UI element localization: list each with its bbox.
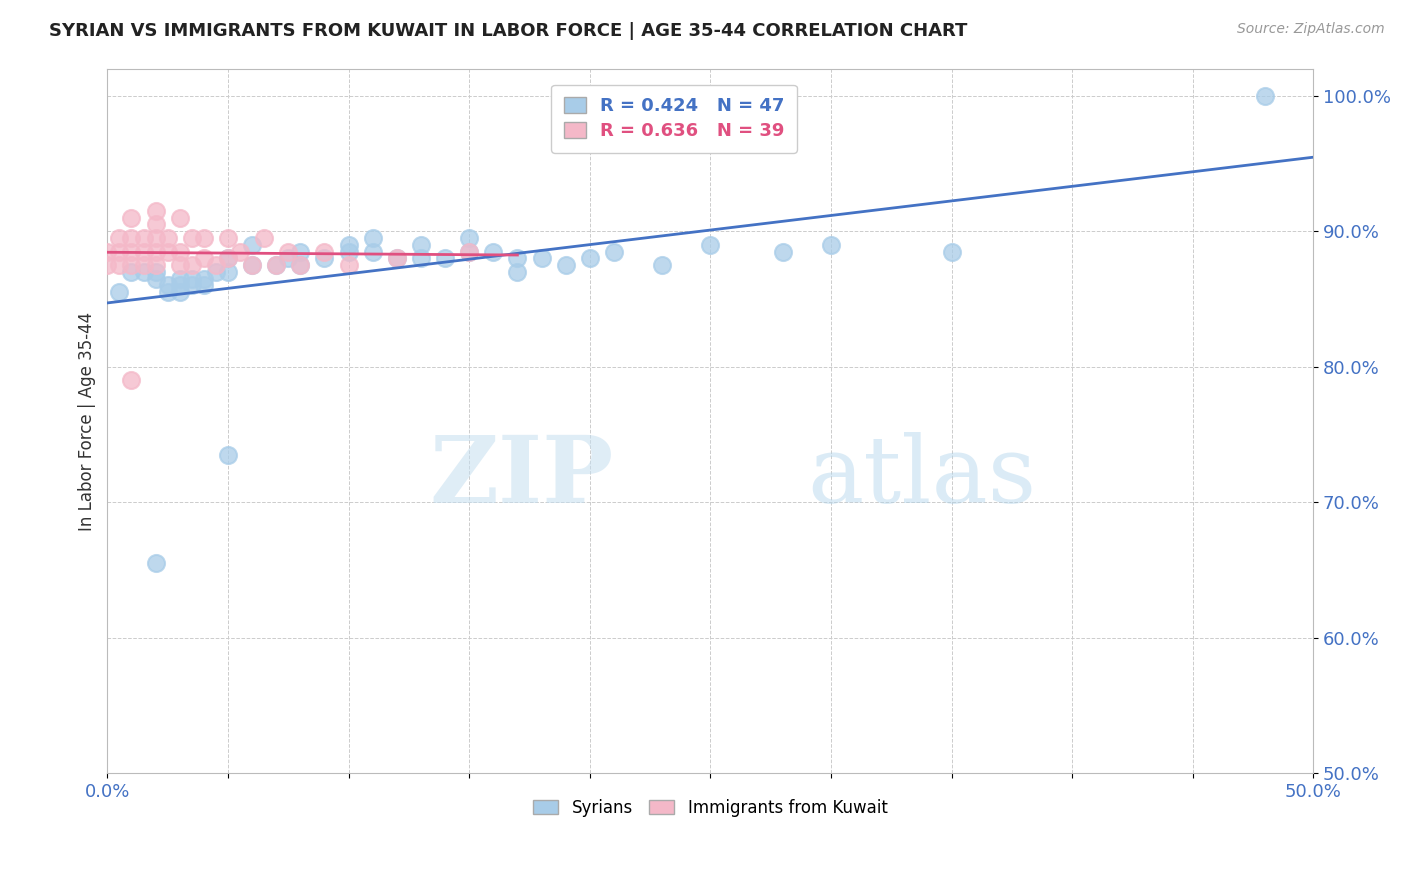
Point [217,231,239,245]
Point [941,244,963,259]
Point [156,278,179,293]
Point [409,237,432,252]
Point [121,211,143,225]
Text: SYRIAN VS IMMIGRANTS FROM KUWAIT IN LABOR FORCE | AGE 35-44 CORRELATION CHART: SYRIAN VS IMMIGRANTS FROM KUWAIT IN LABO… [49,22,967,40]
Point [337,237,360,252]
Point [409,252,432,266]
Point [169,244,191,259]
Text: ZIP: ZIP [430,433,614,523]
Point [96,244,118,259]
Point [361,231,384,245]
Point [314,252,336,266]
Point [506,252,529,266]
Point [145,271,167,285]
Point [458,231,481,245]
Point [121,265,143,279]
Point [458,244,481,259]
Point [385,252,408,266]
Point [506,265,529,279]
Point [169,278,191,293]
Legend: Syrians, Immigrants from Kuwait: Syrians, Immigrants from Kuwait [524,790,896,825]
Point [108,285,131,300]
Point [772,244,794,259]
Text: Source: ZipAtlas.com: Source: ZipAtlas.com [1237,22,1385,37]
Point [651,258,673,272]
Point [434,252,457,266]
Point [277,252,299,266]
Point [156,244,179,259]
Point [264,258,287,272]
Point [156,231,179,245]
Point [145,244,167,259]
Point [217,448,239,462]
Point [145,557,167,571]
Point [1254,88,1277,103]
Point [121,258,143,272]
Point [217,252,239,266]
Point [217,265,239,279]
Point [193,231,215,245]
Point [180,271,202,285]
Point [229,244,252,259]
Point [314,244,336,259]
Point [290,244,312,259]
Point [169,271,191,285]
Point [132,244,155,259]
Point [121,244,143,259]
Point [132,231,155,245]
Point [277,244,299,259]
Point [458,244,481,259]
Point [253,231,276,245]
Point [217,252,239,266]
Point [361,244,384,259]
Point [554,258,576,272]
Point [145,258,167,272]
Point [145,218,167,232]
Point [180,258,202,272]
Point [169,211,191,225]
Point [205,258,228,272]
Point [108,258,131,272]
Point [699,237,721,252]
Point [290,258,312,272]
Point [108,244,131,259]
Point [169,285,191,300]
Text: atlas: atlas [807,433,1036,523]
Point [145,265,167,279]
Point [603,244,626,259]
Point [193,252,215,266]
Point [132,265,155,279]
Point [240,237,263,252]
Point [337,244,360,259]
Point [193,271,215,285]
Point [820,237,842,252]
Point [193,278,215,293]
Point [482,244,505,259]
Point [169,258,191,272]
Point [156,285,179,300]
Point [530,252,553,266]
Point [145,231,167,245]
Point [290,258,312,272]
Point [96,258,118,272]
Point [108,231,131,245]
Point [385,252,408,266]
Point [180,278,202,293]
Point [240,258,263,272]
Y-axis label: In Labor Force | Age 35-44: In Labor Force | Age 35-44 [79,311,96,531]
Point [205,265,228,279]
Point [121,231,143,245]
Point [132,258,155,272]
Point [145,203,167,218]
Point [337,258,360,272]
Point [180,231,202,245]
Point [240,258,263,272]
Point [264,258,287,272]
Point [121,373,143,387]
Point [578,252,600,266]
